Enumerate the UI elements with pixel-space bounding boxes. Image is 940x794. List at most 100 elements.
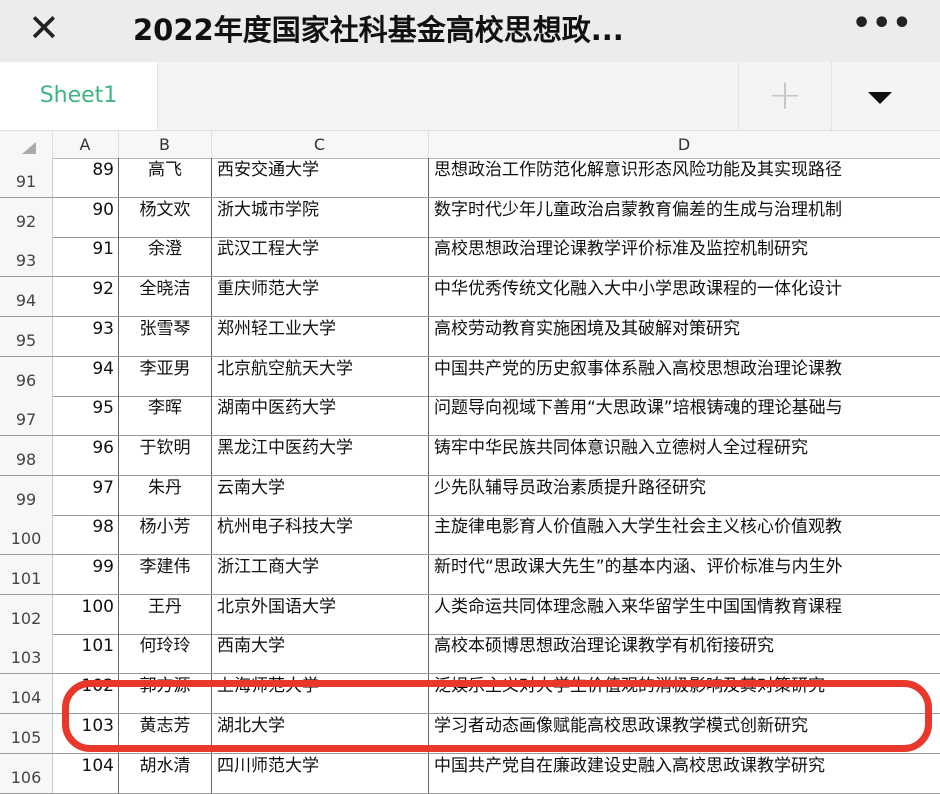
cell-d[interactable]: 新时代“思政课大先生”的基本内涵、评价标准与内生外 — [428, 555, 940, 594]
cell-b[interactable]: 杨小芳 — [118, 515, 211, 555]
cell-d[interactable]: 思想政治工作防范化解意识形态风险功能及其实现路径 — [428, 158, 940, 197]
table-row: 94 92 全晓洁 重庆师范大学 中华优秀传统文化融入大中小学思政课程的一体化设计 — [0, 277, 940, 318]
cell-c[interactable]: 四川师范大学 — [211, 753, 428, 793]
table-row: 91 89 高飞 西安交通大学 思想政治工作防范化解意识形态风险功能及其实现路径 — [0, 158, 940, 198]
row-header[interactable]: 96 — [0, 356, 52, 396]
cell-c[interactable]: 重庆师范大学 — [211, 277, 428, 317]
row-header[interactable]: 106 — [0, 753, 52, 793]
cell-b[interactable]: 李晖 — [118, 396, 211, 436]
cell-a[interactable]: 98 — [52, 515, 118, 555]
cell-c[interactable]: 北京航空航天大学 — [211, 356, 428, 396]
cell-b[interactable]: 张雪琴 — [118, 316, 211, 356]
cell-c[interactable]: 黑龙江中医药大学 — [211, 435, 428, 475]
row-header[interactable]: 100 — [0, 515, 52, 555]
row-header[interactable]: 92 — [0, 197, 52, 237]
cell-b[interactable]: 于钦明 — [118, 435, 211, 475]
cell-c[interactable]: 郑州轻工业大学 — [211, 316, 428, 356]
cell-c[interactable]: 云南大学 — [211, 475, 428, 515]
cell-d[interactable]: 高校本硕博思想政治理论课教学有机衔接研究 — [428, 634, 940, 674]
table-row: 92 90 杨文欢 浙大城市学院 数字时代少年儿童政治启蒙教育偏差的生成与治理机制 — [0, 197, 940, 238]
table-row: 102 100 王丹 北京外国语大学 人类命运共同体理念融入来华留学生中国国情教育课程 — [0, 594, 940, 635]
cell-b[interactable]: 高飞 — [118, 158, 211, 197]
cell-b[interactable]: 朱丹 — [118, 475, 211, 515]
row-header[interactable]: 95 — [0, 316, 52, 356]
row-header[interactable]: 98 — [0, 435, 52, 475]
cell-c[interactable]: 杭州电子科技大学 — [211, 515, 428, 555]
cell-b[interactable]: 黄志芳 — [118, 713, 211, 753]
cell-a[interactable]: 96 — [52, 435, 118, 475]
row-header[interactable]: 91 — [0, 158, 52, 197]
sheet-menu-button[interactable] — [831, 62, 940, 130]
table-row: 106 104 胡水清 四川师范大学 中国共产党自在廉政建设史融入高校思政课教学研究 — [0, 753, 940, 794]
cell-a[interactable]: 89 — [52, 158, 118, 197]
row-header[interactable]: 94 — [0, 277, 52, 317]
row-header[interactable]: 104 — [0, 674, 52, 714]
cell-b[interactable]: 全晓洁 — [118, 277, 211, 317]
select-all-corner[interactable] — [0, 131, 53, 158]
row-header[interactable]: 103 — [0, 634, 52, 674]
cell-c[interactable]: 北京外国语大学 — [211, 594, 428, 634]
cell-b[interactable]: 李亚男 — [118, 356, 211, 396]
row-header[interactable]: 105 — [0, 713, 52, 753]
cell-a[interactable]: 95 — [52, 396, 118, 436]
cell-a[interactable]: 100 — [52, 594, 118, 634]
column-header-b[interactable]: B — [118, 131, 212, 158]
cell-d[interactable]: 少先队辅导员政治素质提升路径研究 — [428, 475, 940, 515]
more-icon[interactable]: ••• — [852, 6, 913, 41]
cell-a[interactable]: 101 — [52, 634, 118, 674]
cell-c[interactable]: 西南大学 — [211, 634, 428, 674]
cell-d[interactable]: 主旋律电影育人价值融入大学生社会主义核心价值观教 — [428, 515, 940, 555]
cell-d[interactable]: 铸牢中华民族共同体意识融入立德树人全过程研究 — [428, 435, 940, 475]
cell-c[interactable]: 湖南中医药大学 — [211, 396, 428, 436]
row-header[interactable]: 99 — [0, 475, 52, 515]
cell-d[interactable]: 中国共产党自在廉政建设史融入高校思政课教学研究 — [428, 753, 940, 793]
cell-b[interactable]: 王丹 — [118, 594, 211, 634]
cell-d[interactable]: 学习者动态画像赋能高校思政课教学模式创新研究 — [428, 713, 940, 753]
column-header-c[interactable]: C — [211, 131, 429, 158]
row-number: 98 — [15, 449, 37, 469]
column-header-a[interactable]: A — [52, 131, 119, 158]
cell-d[interactable]: 问题导向视域下善用“大思政课”培根铸魂的理论基础与 — [428, 396, 940, 436]
cell-c[interactable]: 湖北大学 — [211, 713, 428, 753]
column-header-row: A B C D — [0, 131, 940, 159]
row-header[interactable]: 93 — [0, 237, 52, 277]
table-row: 96 94 李亚男 北京航空航天大学 中国共产党的历史叙事体系融入高校思想政治理论课教 — [0, 356, 940, 397]
cell-a[interactable]: 93 — [52, 316, 118, 356]
tab-sheet1[interactable]: Sheet1 — [0, 62, 158, 130]
cell-d[interactable]: 中国共产党的历史叙事体系融入高校思想政治理论课教 — [428, 356, 940, 396]
row-header[interactable]: 102 — [0, 594, 52, 634]
cell-b[interactable]: 杨文欢 — [118, 197, 211, 237]
cell-c[interactable]: 浙江工商大学 — [211, 555, 428, 594]
cell-a[interactable]: 97 — [52, 475, 118, 515]
column-header-d[interactable]: D — [677, 135, 691, 154]
add-sheet-button[interactable]: + — [738, 62, 831, 130]
title-bar: ✕ 2022年度国家社科基金高校思想政... ••• — [0, 0, 940, 62]
sheet-tab-bar: Sheet1 + — [0, 62, 940, 131]
close-icon[interactable]: ✕ — [28, 6, 60, 50]
cell-d[interactable]: 中华优秀传统文化融入大中小学思政课程的一体化设计 — [428, 277, 940, 317]
row-header[interactable]: 101 — [0, 555, 52, 594]
cell-d[interactable]: 高校劳动教育实施困境及其破解对策研究 — [428, 316, 940, 356]
table-row: 105 103 黄志芳 湖北大学 学习者动态画像赋能高校思政课教学模式创新研究 — [0, 713, 940, 754]
cell-b[interactable]: 李建伟 — [118, 555, 211, 594]
cell-c[interactable]: 浙大城市学院 — [211, 197, 428, 237]
cell-a[interactable]: 104 — [52, 753, 118, 793]
cell-a[interactable]: 92 — [52, 277, 118, 317]
cell-a[interactable]: 90 — [52, 197, 118, 237]
cell-d[interactable]: 数字时代少年儿童政治启蒙教育偏差的生成与治理机制 — [428, 197, 940, 237]
cell-b[interactable]: 何玲玲 — [118, 634, 211, 674]
cell-c[interactable]: 西安交通大学 — [211, 158, 428, 197]
row-number: 103 — [10, 648, 42, 668]
row-number: 93 — [15, 251, 37, 271]
cell-d[interactable]: 高校思想政治理论课教学评价标准及监控机制研究 — [428, 237, 940, 277]
cell-d[interactable]: 人类命运共同体理念融入来华留学生中国国情教育课程 — [428, 594, 940, 634]
cell-b[interactable]: 余澄 — [118, 237, 211, 277]
row-header[interactable]: 97 — [0, 396, 52, 436]
cell-a[interactable]: 99 — [52, 555, 118, 594]
cell-b[interactable]: 胡水清 — [118, 753, 211, 793]
cell-a[interactable]: 94 — [52, 356, 118, 396]
row-number: 101 — [10, 569, 42, 588]
dropdown-triangle-icon — [868, 92, 892, 104]
cell-c[interactable]: 武汉工程大学 — [211, 237, 428, 277]
cell-a[interactable]: 91 — [52, 237, 118, 277]
